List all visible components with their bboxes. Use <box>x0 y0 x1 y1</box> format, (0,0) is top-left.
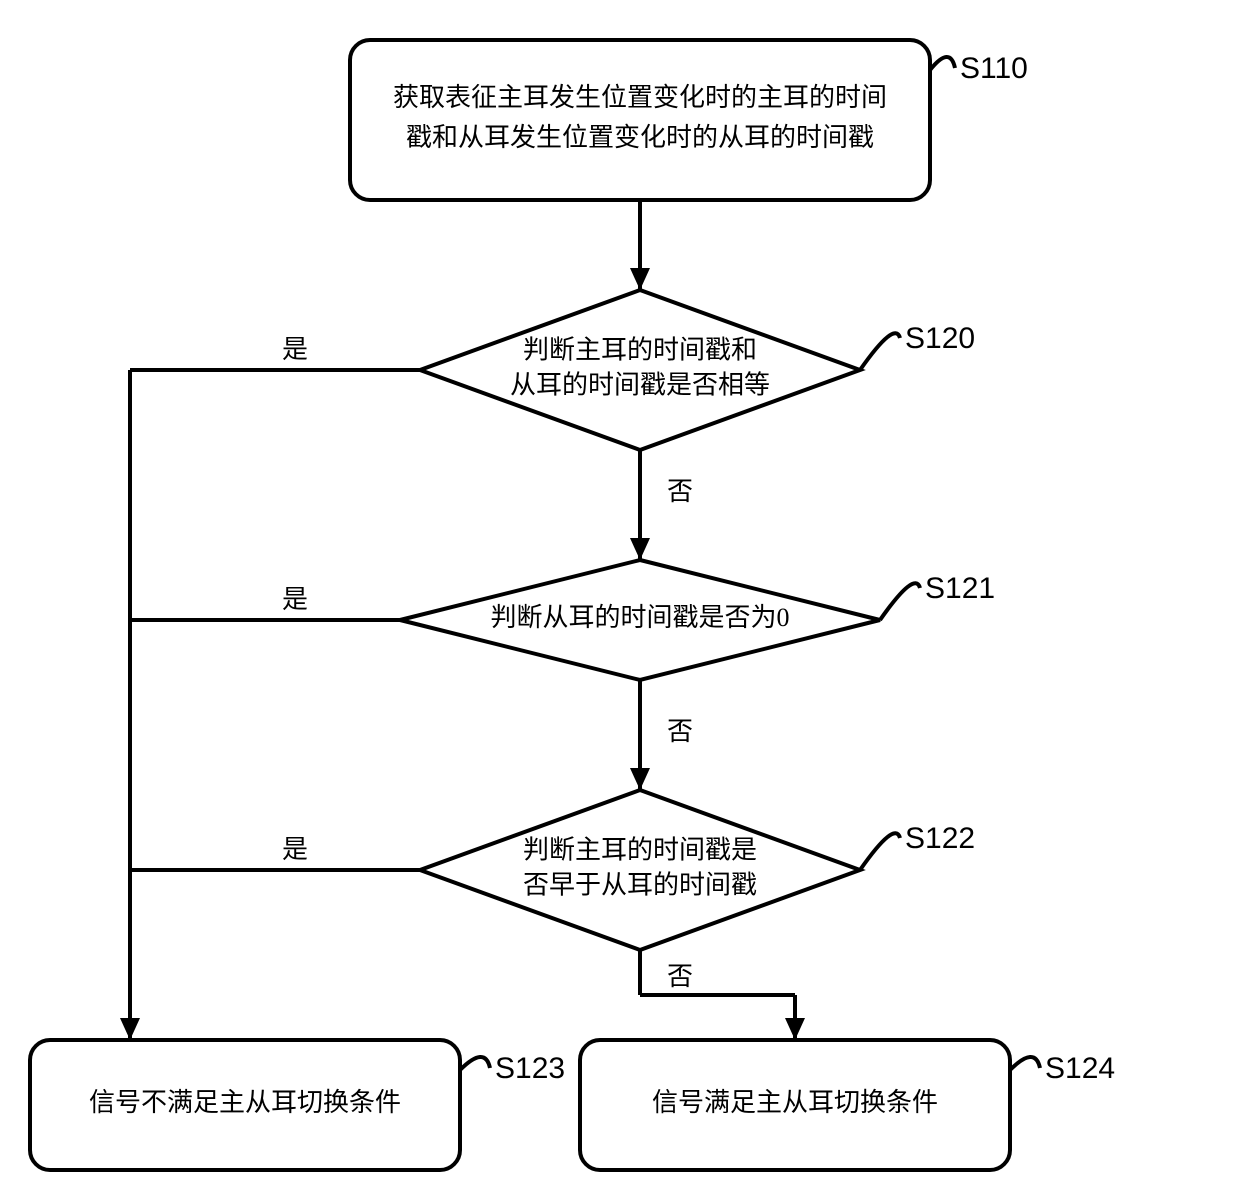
svg-text:判断主耳的时间戳和: 判断主耳的时间戳和 <box>523 335 757 364</box>
svg-text:S110: S110 <box>960 52 1028 85</box>
svg-text:是: 是 <box>282 835 308 864</box>
svg-text:信号不满足主从耳切换条件: 信号不满足主从耳切换条件 <box>89 1088 401 1117</box>
svg-text:是: 是 <box>282 585 308 614</box>
svg-text:信号满足主从耳切换条件: 信号满足主从耳切换条件 <box>652 1088 938 1117</box>
svg-text:S123: S123 <box>495 1052 565 1085</box>
svg-text:S122: S122 <box>905 822 975 855</box>
svg-text:获取表征主耳发生位置变化时的主耳的时间: 获取表征主耳发生位置变化时的主耳的时间 <box>393 83 887 112</box>
svg-text:判断主耳的时间戳是: 判断主耳的时间戳是 <box>523 835 757 864</box>
svg-text:S120: S120 <box>905 322 975 355</box>
svg-text:判断从耳的时间戳是否为0: 判断从耳的时间戳是否为0 <box>490 603 789 632</box>
svg-text:戳和从耳发生位置变化时的从耳的时间戳: 戳和从耳发生位置变化时的从耳的时间戳 <box>406 123 874 152</box>
svg-text:S121: S121 <box>925 572 995 605</box>
svg-text:是: 是 <box>282 335 308 364</box>
svg-text:否: 否 <box>667 962 693 991</box>
svg-text:从耳的时间戳是否相等: 从耳的时间戳是否相等 <box>510 371 770 400</box>
svg-text:否早于从耳的时间戳: 否早于从耳的时间戳 <box>523 871 757 900</box>
svg-text:S124: S124 <box>1045 1052 1115 1085</box>
svg-text:否: 否 <box>667 717 693 746</box>
svg-text:否: 否 <box>667 477 693 506</box>
